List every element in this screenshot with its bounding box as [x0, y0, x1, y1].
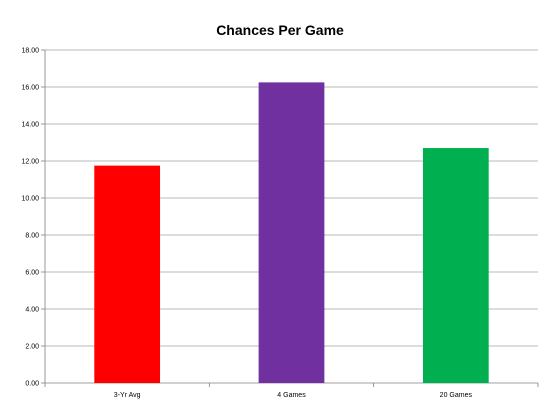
y-tick-label: 6.00	[25, 270, 39, 277]
bar	[258, 82, 325, 383]
y-tick-label: 14.00	[21, 122, 39, 129]
y-tick-label: 8.00	[25, 233, 39, 240]
y-tick-label: 0.00	[25, 381, 39, 388]
y-tick-label: 10.00	[21, 196, 39, 203]
y-tick-label: 12.00	[21, 159, 39, 166]
y-tick-label: 2.00	[25, 344, 39, 351]
bar	[94, 165, 161, 383]
y-tick-label: 18.00	[21, 48, 39, 55]
x-tick-label: 3-Yr Avg	[114, 392, 141, 399]
bar	[422, 148, 489, 383]
y-tick-label: 4.00	[25, 307, 39, 314]
x-tick-label: 4 Games	[277, 392, 306, 399]
x-tick-label: 20 Games	[440, 392, 473, 399]
chart-title: Chances Per Game	[216, 22, 344, 38]
y-tick-label: 16.00	[21, 85, 39, 92]
